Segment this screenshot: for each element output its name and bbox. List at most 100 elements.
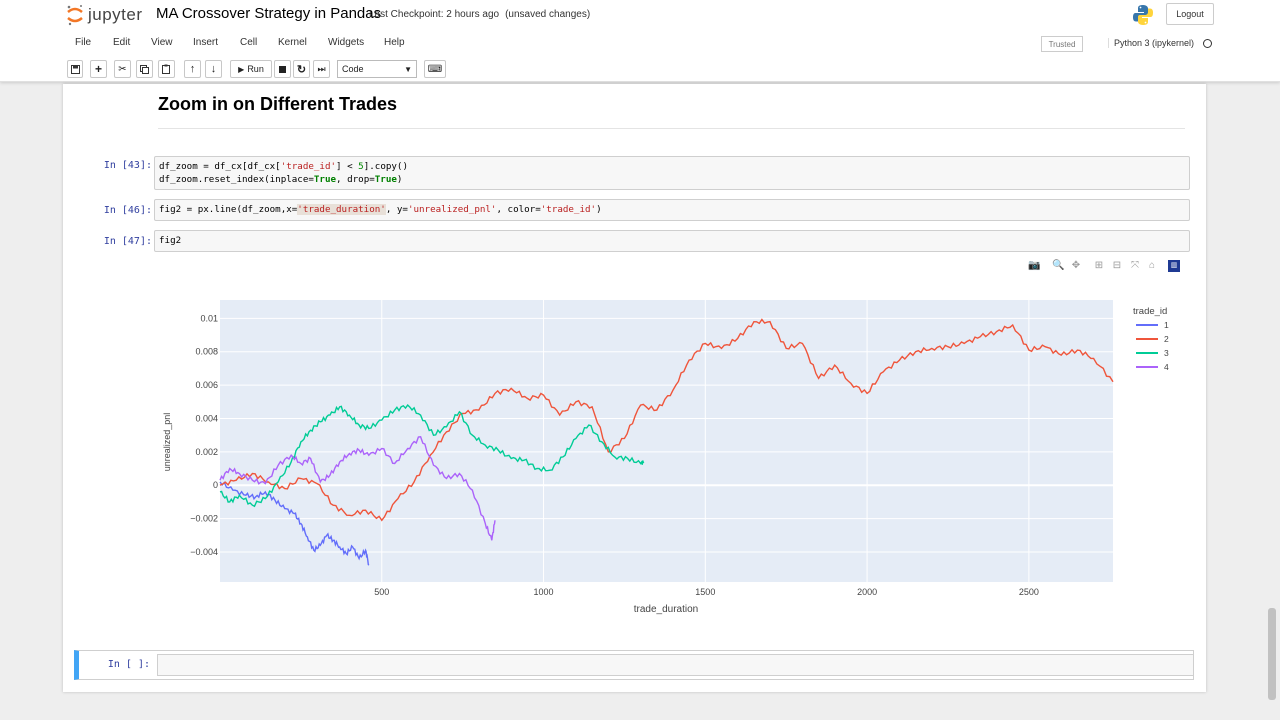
keyboard-icon: ⌨ — [427, 63, 443, 75]
series-line-1[interactable] — [219, 481, 370, 566]
fast-forward-icon: ⏭ — [317, 63, 326, 74]
restart-button[interactable]: ↻ — [293, 60, 310, 78]
x-tick-label: 2500 — [1019, 587, 1039, 597]
x-tick-label: 500 — [374, 587, 389, 597]
empty-code-input[interactable] — [157, 654, 1194, 676]
save-icon — [70, 64, 80, 74]
arrow-up-icon: ↑ — [189, 63, 196, 75]
move-up-button[interactable]: ↑ — [184, 60, 201, 78]
series-line-3[interactable] — [219, 404, 645, 508]
cell-prompt: In [46]: — [103, 205, 152, 216]
copy-icon — [140, 64, 149, 74]
cut-button[interactable]: ✂ — [114, 60, 131, 78]
zoom-in-icon[interactable]: ⊞ — [1094, 260, 1104, 271]
y-tick-label: 0 — [213, 480, 218, 490]
grid-lines — [220, 300, 1113, 582]
legend-label: 4 — [1164, 362, 1169, 372]
cell-type-select[interactable]: Code ▼ — [337, 60, 417, 78]
play-icon: ▶ — [238, 64, 245, 74]
stop-icon — [279, 65, 286, 73]
jupyter-logo-icon — [67, 5, 83, 26]
series-line-2[interactable] — [219, 318, 1114, 522]
markdown-heading: Zoom in on Different Trades — [158, 94, 398, 114]
x-axis-ticks: 500 1000 1500 2000 2500 — [374, 587, 1039, 597]
paste-icon — [162, 64, 170, 74]
y-tick-label: 0.008 — [195, 347, 218, 357]
menu-file[interactable]: File — [75, 37, 92, 48]
menu-view[interactable]: View — [151, 37, 173, 48]
zoom-icon[interactable]: 🔍 — [1052, 260, 1065, 271]
run-button[interactable]: ▶ Run — [230, 60, 272, 78]
notebook-title[interactable]: MA Crossover Strategy in Pandas — [156, 5, 382, 22]
menu-widgets[interactable]: Widgets — [328, 37, 365, 48]
command-palette-button[interactable]: ⌨ — [424, 60, 446, 78]
x-tick-label: 1500 — [695, 587, 715, 597]
y-tick-label: −0.002 — [190, 514, 218, 524]
arrow-down-icon: ↓ — [210, 63, 217, 75]
pan-icon[interactable]: ✥ — [1071, 260, 1081, 271]
cell-prompt: In [ ]: — [107, 659, 150, 670]
legend-label: 2 — [1164, 334, 1169, 344]
line-chart: −0.004 −0.002 0 0.002 0.004 0.006 0.008 0.01 50… — [162, 300, 1169, 615]
run-label: Run — [247, 64, 264, 74]
restart-run-all-button[interactable]: ⏭ — [313, 60, 330, 78]
cell-type-value: Code — [342, 64, 364, 74]
home-icon[interactable]: ⌂ — [1148, 260, 1156, 271]
refresh-icon: ↻ — [296, 63, 307, 76]
code-text: fig2 — [159, 235, 182, 246]
kernel-status-icon — [1203, 39, 1212, 48]
chart-legend[interactable]: trade_id 1 2 3 4 — [1133, 306, 1169, 372]
paste-button[interactable] — [158, 60, 175, 78]
cell-prompt: In [43]: — [103, 160, 152, 171]
y-tick-label: 0.002 — [195, 447, 218, 457]
notebook-container: Zoom in on Different Trades In [43]: df_… — [63, 84, 1206, 692]
plot-area[interactable] — [220, 300, 1113, 582]
series-line-4[interactable] — [219, 436, 496, 541]
autoscale-icon[interactable]: ⤧ — [1131, 260, 1139, 271]
logout-button[interactable]: Logout — [1166, 3, 1214, 25]
save-button[interactable] — [67, 60, 83, 78]
y-axis-label: unrealized_pnl — [162, 413, 172, 472]
active-code-cell[interactable]: In [ ]: — [74, 650, 1194, 680]
cell-prompt: In [47]: — [103, 236, 152, 247]
heading-divider — [158, 128, 1185, 129]
jupyter-logo[interactable]: jupyter — [66, 4, 143, 26]
y-tick-label: 0.004 — [195, 413, 218, 423]
x-tick-label: 2000 — [857, 587, 877, 597]
x-tick-label: 1000 — [534, 587, 554, 597]
unsaved-indicator: (unsaved changes) — [505, 9, 591, 20]
menu-kernel[interactable]: Kernel — [278, 37, 307, 48]
trusted-indicator[interactable]: Trusted — [1041, 36, 1083, 52]
y-tick-label: −0.004 — [190, 547, 218, 557]
checkpoint-text: Last Checkpoint: 2 hours ago — [369, 9, 500, 20]
y-tick-label: 0.01 — [200, 313, 218, 323]
checkpoint-status: Last Checkpoint: 2 hours ago (unsaved cha… — [369, 9, 590, 20]
menu-help[interactable]: Help — [384, 37, 405, 48]
y-axis-ticks: −0.004 −0.002 0 0.002 0.004 0.006 0.008 0.01 — [190, 313, 218, 557]
x-axis-label: trade_duration — [634, 604, 699, 615]
insert-cell-button[interactable]: + — [90, 60, 107, 78]
kernel-name[interactable]: Python 3 (ipykernel) — [1108, 38, 1194, 48]
copy-button[interactable] — [136, 60, 153, 78]
python-logo-icon — [1133, 5, 1153, 25]
camera-icon[interactable]: 📷 — [1028, 260, 1041, 271]
notebook-header: jupyter MA Crossover Strategy in Pandas … — [0, 0, 1280, 82]
zoom-out-icon[interactable]: ⊟ — [1112, 260, 1122, 271]
legend-title: trade_id — [1133, 306, 1167, 317]
code-cell-input[interactable]: df_zoom = df_cx[df_cx['trade_id'] < 5].c… — [154, 156, 1190, 190]
page-scrollbar[interactable] — [1268, 608, 1276, 700]
interrupt-button[interactable] — [274, 60, 291, 78]
plotly-logo-icon[interactable]: ▥ — [1168, 260, 1180, 272]
legend-label: 1 — [1164, 320, 1169, 330]
menu-cell[interactable]: Cell — [240, 37, 258, 48]
menu-insert[interactable]: Insert — [193, 37, 219, 48]
plus-icon: + — [94, 62, 102, 76]
y-tick-label: 0.006 — [195, 380, 218, 390]
menu-edit[interactable]: Edit — [113, 37, 131, 48]
code-cell-input[interactable]: fig2 — [154, 230, 1190, 252]
move-down-button[interactable]: ↓ — [205, 60, 222, 78]
scissors-icon: ✂ — [118, 63, 127, 75]
menu-bar: File Edit View Insert Cell Kernel Widget… — [63, 34, 1216, 54]
chevron-down-icon: ▼ — [404, 65, 412, 74]
code-cell-input[interactable]: fig2 = px.line(df_zoom,x='trade_duration… — [154, 199, 1190, 221]
